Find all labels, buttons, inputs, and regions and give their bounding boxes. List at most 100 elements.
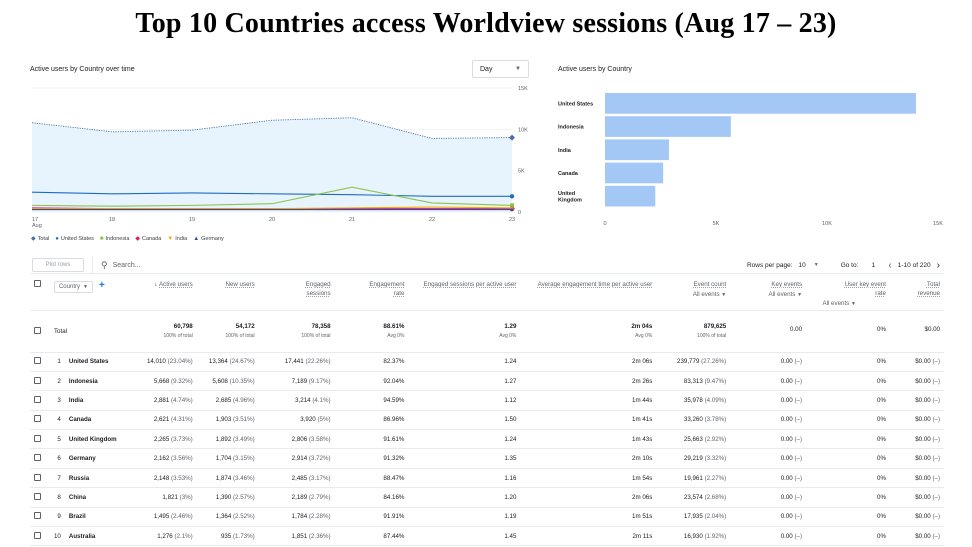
row-checkbox-cell <box>30 429 50 450</box>
table-row[interactable]: 3 India 2,881 (4.74%) 2,685 (4.96%) 3,214 (4… <box>30 390 944 411</box>
col-event-count[interactable]: Event count All events ▼ <box>656 276 731 311</box>
table-row[interactable]: 9 Brazil 1,495 (2.46%) 1,364 (2.52%) 1,784 (… <box>30 507 944 528</box>
bar[interactable] <box>605 162 664 184</box>
search-box[interactable]: ⚲ Search... <box>92 256 141 274</box>
plot-rows-button[interactable]: Plot rows <box>32 258 84 272</box>
cell-pct: (3%) <box>179 493 193 501</box>
y-tick-label: 15K <box>518 86 528 92</box>
bar[interactable] <box>605 185 656 207</box>
row-checkbox[interactable] <box>34 512 41 520</box>
cell-active: 1,276 (2.1%) <box>132 526 197 547</box>
select-all-cell <box>30 276 50 311</box>
day-select[interactable]: Day ▼ <box>472 60 529 78</box>
table-row[interactable]: 7 Russia 2,148 (3.53%) 1,874 (3.46%) 2,485 (… <box>30 468 944 489</box>
row-checkbox[interactable] <box>34 531 41 539</box>
row-checkbox[interactable] <box>34 492 41 500</box>
total-sub: Avg 0% <box>387 333 405 339</box>
cell-time: 1m 51s <box>520 507 657 528</box>
cell-ukr: 0% <box>806 410 890 431</box>
goto-input[interactable]: 1 <box>871 261 876 269</box>
total-value: 2m 04s <box>631 323 653 330</box>
row-country[interactable]: China <box>64 487 133 508</box>
cell-pct: (–) <box>932 455 940 463</box>
table-row[interactable]: 10 Australia 1,276 (2.1%) 935 (1.73%) 1,851 … <box>30 526 944 547</box>
col-avg-engagement-time[interactable]: Average engagement time per active user <box>520 276 657 311</box>
prev-page-icon[interactable]: ‹ <box>888 259 892 271</box>
row-checkbox[interactable] <box>34 454 41 462</box>
row-checkbox[interactable] <box>34 395 41 403</box>
select-all-checkbox[interactable] <box>34 280 41 287</box>
cell-value: 1,704 <box>215 455 232 463</box>
dimension-select[interactable]: Country ▼ <box>53 281 93 293</box>
cell-value: 2,914 <box>291 455 308 463</box>
rows-per-page-select[interactable]: 10 ▼ <box>799 262 819 269</box>
legend-item[interactable]: ▼ India <box>167 236 187 242</box>
row-country[interactable]: Australia <box>64 526 133 547</box>
cell-rev: $0.00 (–) <box>889 429 944 450</box>
row-checkbox[interactable] <box>34 473 41 481</box>
table-row[interactable]: 2 Indonesia 5,668 (9.32%) 5,608 (10.35%) 7,1… <box>30 371 944 392</box>
row-country[interactable]: United Kingdom <box>64 429 133 450</box>
cell-value: 0.00 <box>780 455 793 463</box>
cell-time: 1m 43s <box>520 429 657 450</box>
cell-value: 1,784 <box>291 513 308 521</box>
cell-value: 2,485 <box>291 474 308 482</box>
col-new-users[interactable]: New users <box>196 276 259 311</box>
cell-pct: (2.1%) <box>174 532 193 540</box>
event-filter-select[interactable]: All events ▼ <box>693 291 727 298</box>
cell-pct: (–) <box>932 396 940 404</box>
series-end-marker <box>510 207 514 212</box>
col-engaged-per-user[interactable]: Engaged sessions per active user <box>408 276 521 311</box>
col-active-users[interactable]: ↓ Active users <box>132 276 197 311</box>
row-country[interactable]: Germany <box>64 448 133 469</box>
cell-time: 2m 06s <box>520 352 657 372</box>
col-total-revenue[interactable]: Total revenue <box>889 276 944 311</box>
cell-rev: $0.00 (–) <box>889 507 944 528</box>
row-checkbox[interactable] <box>34 376 41 384</box>
add-dimension-icon[interactable]: + <box>98 280 105 291</box>
row-country[interactable]: Canada <box>64 410 133 431</box>
table-row[interactable]: 6 Germany 2,162 (3.56%) 1,704 (3.15%) 2,914 … <box>30 448 944 469</box>
search-input[interactable]: Search... <box>112 261 141 269</box>
bar[interactable] <box>605 93 917 114</box>
total-checkbox[interactable] <box>34 326 41 334</box>
ukr-filter-select[interactable]: All events ▼ <box>822 300 856 307</box>
legend-item[interactable]: ■ Indonesia <box>100 236 129 242</box>
key-filter-select[interactable]: All events ▼ <box>769 291 803 298</box>
cell-time: 1m 54s <box>520 468 657 489</box>
cell-pct: (–) <box>932 377 940 385</box>
row-checkbox[interactable] <box>34 357 41 365</box>
legend-item[interactable]: ◆ Total <box>31 235 49 243</box>
cell-pct: (3.78%) <box>704 416 727 424</box>
bar[interactable] <box>605 139 669 161</box>
row-checkbox[interactable] <box>34 434 41 442</box>
row-country[interactable]: Russia <box>64 468 133 489</box>
cell-time: 1m 41s <box>520 410 657 431</box>
col-key-events[interactable]: Key events All events ▼ <box>730 276 807 311</box>
cell-value: $0.00 <box>915 358 931 366</box>
col-engagement-rate[interactable]: Engagement rate <box>334 276 409 311</box>
col-engaged-sessions[interactable]: Engaged sessions <box>258 276 335 311</box>
row-checkbox[interactable] <box>34 415 41 423</box>
row-country[interactable]: United States <box>64 352 133 372</box>
legend-item[interactable]: ● United States <box>55 236 94 242</box>
row-country[interactable]: Indonesia <box>64 371 133 392</box>
cell-value: 88.47% <box>383 474 405 482</box>
cell-rev: $0.00 (–) <box>889 352 944 372</box>
legend-item[interactable]: ▲ Germany <box>193 236 224 242</box>
row-checkbox-cell <box>30 468 50 489</box>
col-label: Engagement rate <box>369 281 405 297</box>
table-row[interactable]: 4 Canada 2,621 (4.31%) 1,903 (3.51%) 3,920 (… <box>30 410 944 431</box>
legend-item[interactable]: ◆ Canada <box>135 235 161 243</box>
col-user-key-event-rate[interactable]: User key event rate All events ▼ <box>806 276 890 311</box>
bar[interactable] <box>605 116 731 137</box>
row-country[interactable]: India <box>64 390 133 411</box>
table-row[interactable]: 8 China 1,821 (3%) 1,390 (2.57%) 2,189 (2.79… <box>30 487 944 508</box>
cell-value: 1.35 <box>504 455 517 463</box>
table-row[interactable]: 5 United Kingdom 2,265 (3.73%) 1,892 (3.49%… <box>30 429 944 450</box>
row-country[interactable]: Brazil <box>64 507 133 528</box>
cell-active: 1,821 (3%) <box>132 487 197 508</box>
table-row[interactable]: 1 United States 14,010 (23.04%) 13,364 (24.… <box>30 352 944 372</box>
next-page-icon[interactable]: › <box>936 259 940 271</box>
cell-pct: (3.17%) <box>308 474 331 482</box>
